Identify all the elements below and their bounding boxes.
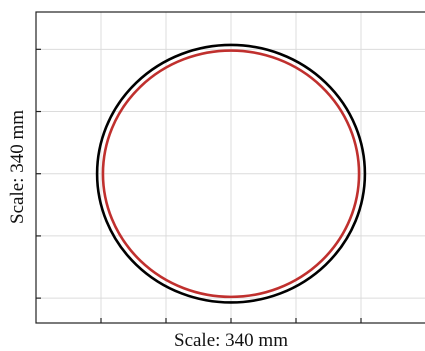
series-layer [95, 43, 367, 304]
inner-circle-red [101, 49, 361, 299]
y-axis-label: Scale: 340 mm [7, 110, 28, 224]
grid [36, 12, 425, 323]
x-axis-label: Scale: 340 mm [174, 330, 288, 351]
axis-ticks [36, 48, 362, 323]
outer-circle-black [95, 43, 367, 304]
